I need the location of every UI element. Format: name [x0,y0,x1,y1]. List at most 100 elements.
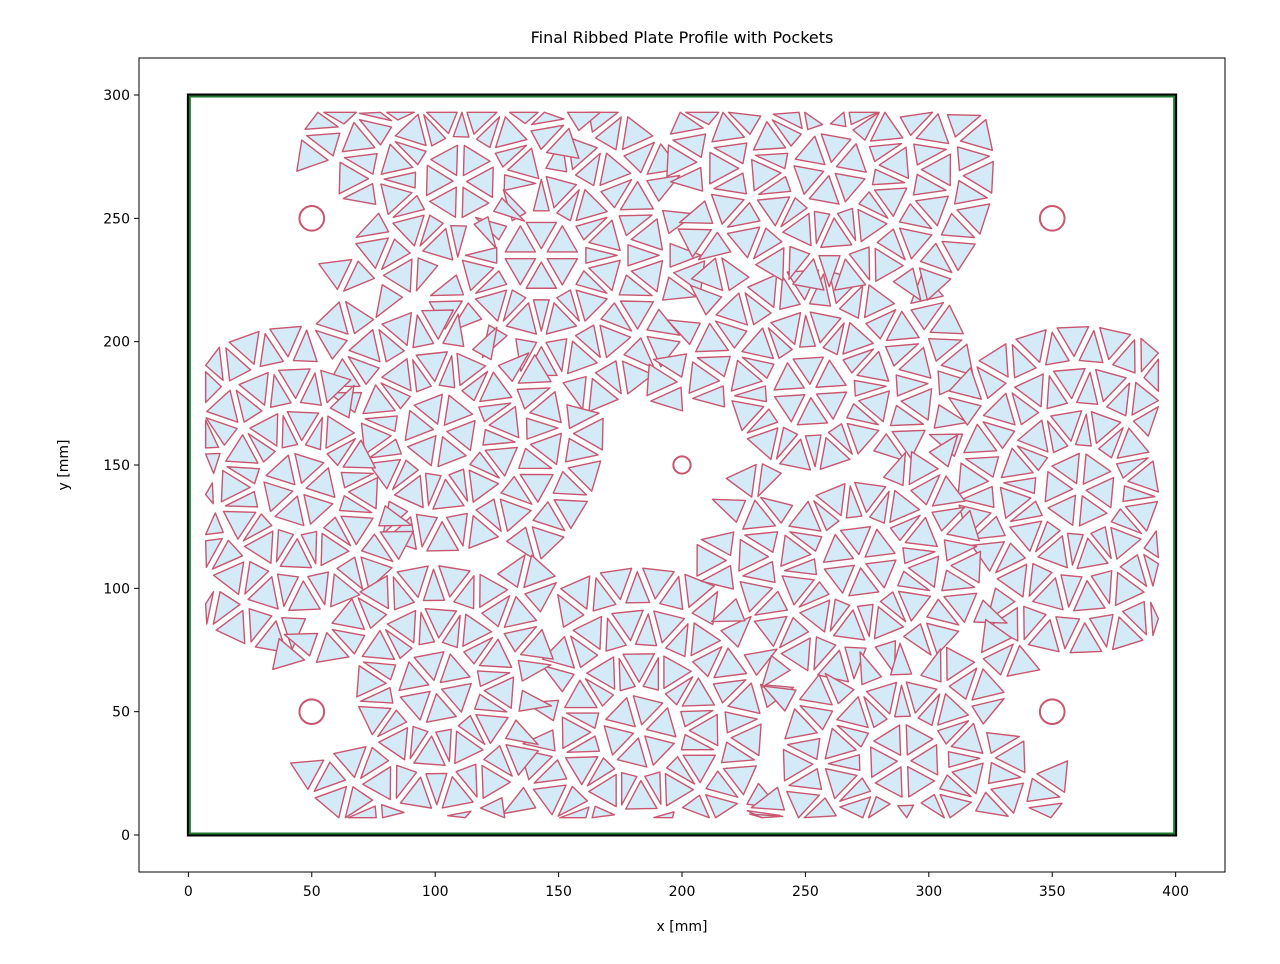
pocket [1027,619,1060,653]
pocket [813,500,840,532]
pocket [803,797,837,819]
pocket [409,725,429,760]
pocket [730,723,762,757]
pocket [378,329,405,363]
pocket [1069,622,1103,654]
pocket [995,542,1026,574]
pocket [357,597,388,629]
pocket [892,267,922,302]
pocket [497,352,530,382]
pocket [630,218,664,251]
pocket [780,637,811,672]
pocket [889,489,921,524]
pocket [894,684,912,718]
pocket [294,453,325,484]
pocket [744,531,779,553]
pocket [898,227,933,260]
pocket [263,481,294,513]
pocket [653,811,675,819]
pocket [1090,410,1122,445]
pocket [722,765,757,796]
pocket [325,415,356,449]
pocket [788,768,823,790]
pocket [900,388,933,421]
pocket [585,246,618,264]
pocket [627,244,660,267]
mounting-hole [298,698,326,726]
pocket [742,560,776,584]
pocket [700,531,735,557]
pocket [646,363,678,397]
pocket [779,438,812,471]
pocket [1082,453,1112,485]
pocket [692,646,723,678]
pocket [215,609,246,645]
pocket [913,143,947,166]
pocket [1046,375,1069,410]
pocket [242,513,273,542]
pocket [940,343,974,376]
pocket [642,567,675,600]
pocket [747,273,778,309]
pocket [226,466,261,485]
pocket [1073,579,1106,612]
pocket [564,679,598,709]
pocket [1090,526,1112,560]
pocket [211,539,244,570]
pocket [738,538,770,572]
pocket [739,580,774,613]
pocket [948,396,982,426]
pocket [204,512,224,536]
pocket [619,180,655,211]
pocket [380,803,405,819]
pocket [525,261,558,289]
pocket [342,182,377,206]
pocket [845,485,863,519]
x-tick-label: 300 [915,884,942,900]
pocket [669,111,704,135]
pocket [781,575,815,606]
pocket [926,598,960,626]
pocket [666,144,698,178]
pocket [524,581,557,613]
pocket [235,389,263,423]
pocket [771,119,802,147]
pocket [946,113,982,138]
pocket [690,622,722,657]
pocket [533,759,568,784]
pocket [920,648,942,683]
pocket [677,228,712,258]
pocket [915,113,950,145]
pocket [705,770,739,798]
pocket [588,219,621,252]
pocket [347,355,380,386]
pocket [889,404,925,427]
pocket [623,337,656,369]
pocket [927,338,963,362]
pocket [665,756,696,785]
pocket [204,371,223,404]
pocket [902,547,936,565]
pocket [505,302,538,335]
pocket [525,417,559,440]
pocket [331,628,366,655]
pocket [857,390,891,423]
pocket [799,314,817,348]
pocket [619,300,655,330]
pocket [565,712,600,729]
pocket [557,785,589,817]
pocket [665,623,689,658]
pocket [926,622,960,656]
pocket [815,391,848,420]
pocket [700,564,735,590]
pocket [380,143,414,175]
pocket [523,554,556,589]
pocket [691,591,719,626]
pocket [824,672,855,705]
pocket [292,329,318,363]
pocket [616,737,648,768]
pocket [839,777,872,802]
pocket [956,146,991,172]
pocket [479,797,506,819]
pocket [761,654,791,689]
